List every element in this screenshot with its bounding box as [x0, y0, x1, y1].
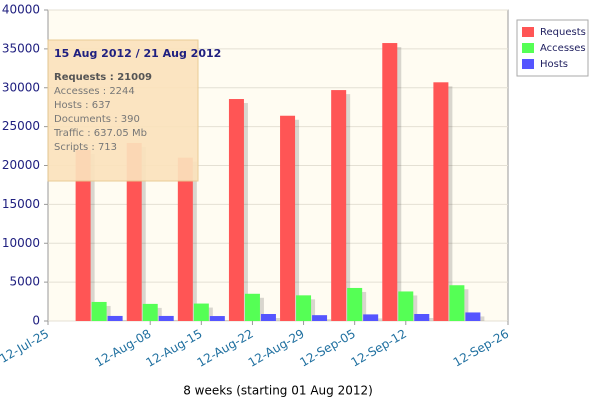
y-tick-label: 5000: [9, 275, 40, 289]
tooltip-line: Documents : 390: [54, 114, 140, 125]
legend-label: Requests: [540, 27, 586, 38]
tooltip-line: Scripts : 713: [54, 142, 117, 153]
bar: [347, 287, 363, 321]
y-tick-label: 25000: [2, 119, 40, 133]
y-tick-label: 10000: [2, 236, 40, 250]
bar: [449, 285, 465, 321]
bar: [158, 315, 174, 321]
y-tick-label: 30000: [2, 80, 40, 94]
y-tick-label: 35000: [2, 41, 40, 55]
bar: [382, 43, 398, 321]
legend-label: Accesses: [540, 43, 586, 54]
bar: [209, 316, 225, 321]
legend-swatch: [522, 43, 534, 53]
tooltip: 15 Aug 2012 / 21 Aug 2012 Requests : 2100…: [47, 39, 221, 182]
bar: [414, 314, 430, 321]
bar: [433, 82, 449, 322]
bar: [296, 295, 312, 321]
bar: [193, 303, 209, 321]
legend-swatch: [522, 59, 534, 69]
tooltip-line: Hosts : 637: [54, 100, 111, 111]
bar: [177, 157, 193, 321]
bar: [142, 303, 158, 321]
bar: [228, 99, 244, 322]
bar: [312, 315, 328, 321]
legend-label: Hosts: [540, 59, 568, 70]
bar: [244, 293, 260, 321]
x-tick-label: 12-Aug-29: [246, 327, 307, 370]
bar: [465, 312, 481, 321]
bar: [260, 314, 276, 321]
tooltip-line: Accesses : 2244: [54, 86, 135, 97]
bar: [91, 301, 107, 321]
tooltip-line: Traffic : 637.05 Mb: [53, 128, 147, 139]
bar: [280, 115, 296, 322]
x-tick-label: 12-Sep-05: [297, 327, 358, 370]
x-tick-label: 12-Aug-08: [92, 327, 153, 370]
y-tick-label: 0: [32, 314, 40, 328]
y-tick-label: 40000: [2, 3, 40, 17]
bar: [398, 291, 414, 321]
x-axis-label: 8 weeks (starting 01 Aug 2012): [183, 384, 373, 398]
bar: [331, 90, 347, 322]
x-tick-label: 12-Sep-26: [451, 327, 512, 370]
bar: [363, 314, 379, 321]
bar: [75, 149, 91, 321]
legend: Requests Accesses Hosts: [516, 19, 589, 77]
y-tick-label: 20000: [2, 158, 40, 172]
y-tick-label: 15000: [2, 197, 40, 211]
x-tick-label: 12-Sep-12: [348, 327, 409, 370]
x-tick-label: 12-Aug-15: [144, 327, 205, 370]
bar: [107, 315, 123, 321]
x-tick-label: 12-Jul-25: [0, 327, 51, 366]
tooltip-box: [47, 39, 199, 182]
x-tick-label: 12-Aug-22: [195, 327, 256, 370]
tooltip-line: Requests : 21009: [54, 72, 152, 83]
legend-swatch: [522, 27, 534, 37]
tooltip-title: 15 Aug 2012 / 21 Aug 2012: [54, 47, 221, 60]
bar: [126, 142, 142, 321]
